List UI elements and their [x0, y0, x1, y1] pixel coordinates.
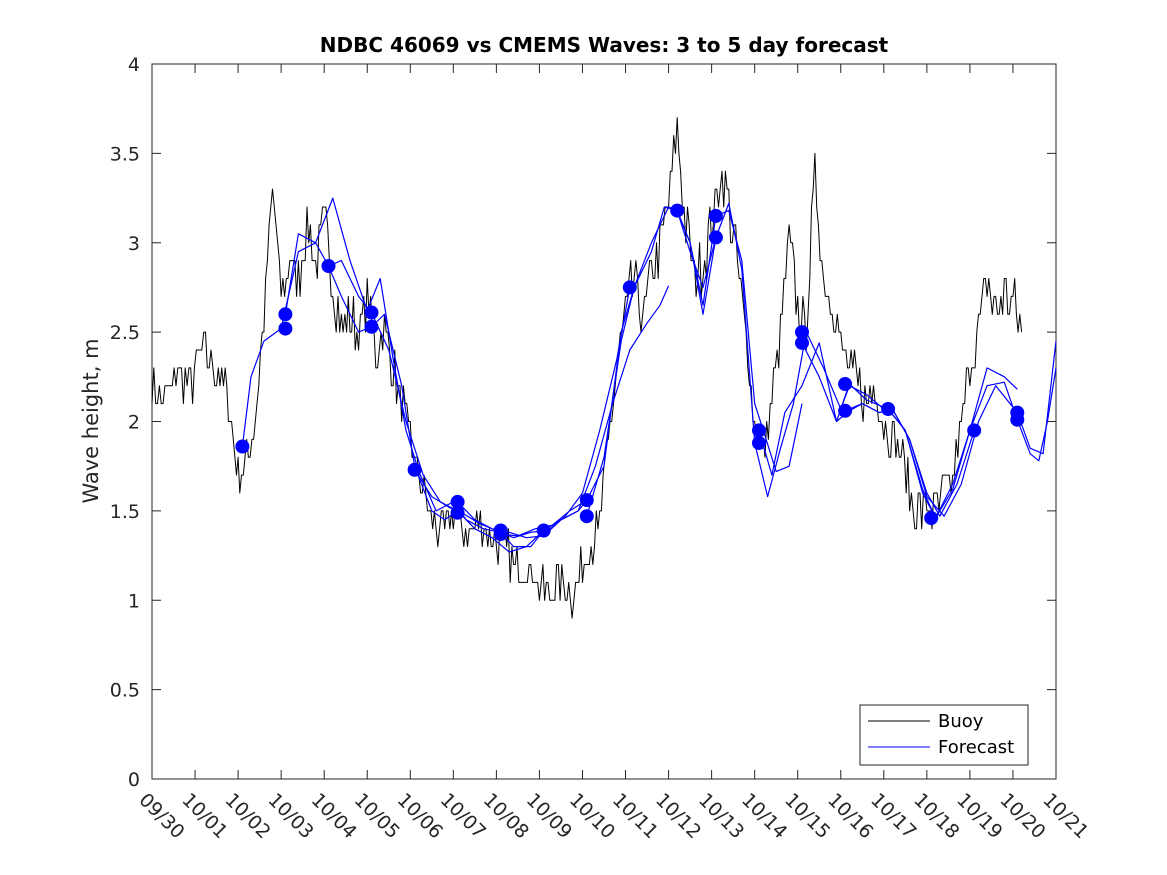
forecast-line	[586, 206, 803, 517]
forecast-marker	[364, 319, 379, 334]
forecast-marker	[321, 259, 336, 273]
x-tick-label: 10/20	[995, 789, 1049, 843]
forecast-marker	[364, 305, 379, 320]
x-tick-label: 10/14	[737, 789, 791, 843]
forecast-marker	[622, 280, 637, 295]
chart-title: NDBC 46069 vs CMEMS Waves: 3 to 5 day fo…	[320, 33, 889, 57]
legend-forecast-label: Forecast	[938, 737, 1014, 758]
forecast-marker	[752, 436, 766, 450]
x-tick-label: 10/21	[1038, 789, 1092, 843]
legend-buoy-label: Buoy	[938, 711, 984, 732]
forecast-line	[241, 242, 458, 521]
forecast-line	[844, 341, 1057, 517]
legend: Buoy Forecast	[859, 704, 1029, 766]
x-tick-label: 10/04	[307, 789, 361, 843]
forecast-marker	[708, 230, 723, 245]
x-tick-label: 10/01	[178, 789, 232, 843]
y-tick-label: 0.5	[110, 680, 140, 702]
forecast-marker	[795, 335, 809, 350]
forecast-marker	[967, 423, 982, 438]
forecast-marker	[450, 505, 465, 520]
forecast-markers	[235, 203, 1025, 542]
forecast-marker	[924, 511, 939, 525]
x-tick-label: 10/12	[651, 789, 705, 843]
x-tick-label: 10/07	[436, 789, 490, 843]
y-axis-label: Wave height, m	[79, 338, 103, 503]
x-tick-label: 10/17	[866, 789, 920, 843]
forecast-marker	[752, 423, 766, 438]
x-tick-label: 09/30	[134, 789, 188, 843]
plot-area	[151, 63, 1057, 780]
forecast-marker	[881, 402, 896, 416]
forecast-marker	[278, 307, 293, 322]
legend-box	[859, 704, 1029, 766]
x-tick-label: 10/06	[393, 789, 447, 843]
forecast-marker	[579, 509, 594, 524]
x-tick-label: 10/13	[694, 789, 748, 843]
forecast-line	[887, 367, 1057, 519]
y-tick-label: 1.5	[110, 501, 140, 523]
x-tick-label: 10/09	[522, 789, 576, 843]
y-tick-labels: 0 0.5 1 1.5 2 2.5 3 3.5 4	[110, 54, 140, 791]
forecast-marker	[1010, 412, 1025, 427]
y-tick-label: 2.5	[110, 322, 140, 344]
forecast-marker	[407, 462, 422, 477]
forecast-marker	[536, 523, 551, 538]
x-tick-label: 10/05	[350, 789, 404, 843]
x-tick-label: 10/18	[909, 789, 963, 843]
forecast-marker	[708, 208, 723, 223]
forecast-marker	[235, 439, 250, 454]
x-tick-label: 10/19	[952, 789, 1006, 843]
y-tick-label: 3	[128, 233, 140, 255]
y-tick-label: 0	[128, 769, 140, 791]
forecast-marker	[838, 377, 853, 391]
x-tick-label: 10/10	[565, 789, 619, 843]
y-tick-label: 2	[128, 412, 140, 434]
forecast-marker	[838, 403, 853, 418]
x-tick-label: 10/02	[221, 789, 275, 843]
axes-box	[151, 63, 1057, 780]
forecast-marker	[278, 321, 293, 336]
x-tick-label: 10/15	[780, 789, 834, 843]
y-tick-label: 4	[128, 54, 140, 76]
forecast-marker	[579, 493, 594, 508]
tick-marks	[151, 63, 1057, 780]
x-tick-label: 10/11	[608, 789, 662, 843]
buoy-line	[151, 117, 1023, 619]
y-tick-label: 1	[128, 590, 140, 612]
x-tick-label: 10/03	[264, 789, 318, 843]
forecast-marker	[493, 527, 508, 542]
buoy-series	[151, 117, 1023, 619]
forecast-line	[414, 287, 631, 539]
y-tick-label: 3.5	[110, 143, 140, 165]
x-tick-labels: 09/3010/0110/0210/0310/0410/0510/0610/07…	[134, 789, 1092, 843]
forecast-marker	[670, 203, 685, 218]
x-tick-label: 10/16	[823, 789, 877, 843]
x-tick-label: 10/08	[479, 789, 533, 843]
